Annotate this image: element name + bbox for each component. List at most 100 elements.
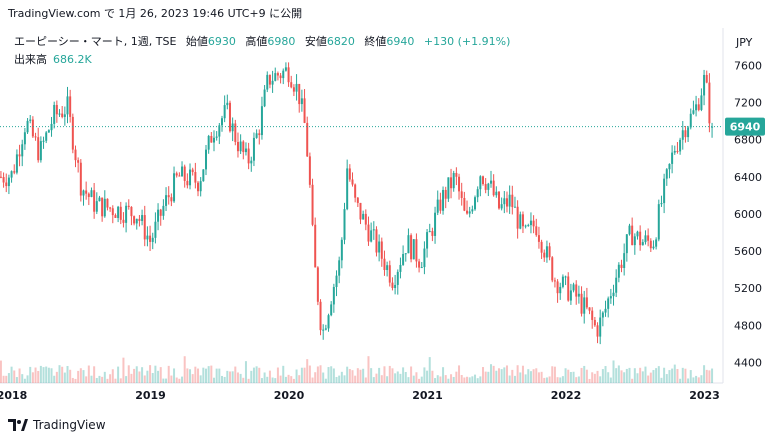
candle-body — [130, 206, 133, 217]
candle-body — [532, 220, 535, 227]
volume-bar — [543, 377, 546, 383]
low-value: 6820 — [326, 35, 355, 48]
volume-bar — [18, 368, 21, 383]
candle-body — [127, 205, 130, 207]
volume-bar — [447, 378, 450, 383]
symbol-label[interactable]: エーピーシー・マート, 1週, TSE — [14, 35, 177, 48]
candle-body — [212, 137, 215, 143]
volume-bar — [378, 367, 381, 383]
candle-body — [623, 253, 626, 268]
volume-bar — [146, 370, 149, 383]
candle-body — [367, 224, 370, 242]
volume-bar — [143, 375, 146, 383]
candle-body — [620, 264, 623, 268]
volume-bar — [415, 372, 418, 383]
volume-bar — [671, 368, 674, 383]
volume-bar — [127, 365, 130, 383]
volume-bar — [567, 369, 570, 383]
volume-bar — [13, 370, 16, 383]
volume-bar — [252, 367, 255, 383]
volume-bar — [351, 370, 354, 383]
candle-body — [625, 234, 628, 254]
candle-body — [529, 220, 532, 226]
candle-body — [98, 197, 101, 202]
candle-body — [263, 89, 266, 107]
volume-bar — [695, 375, 698, 383]
candle-body — [471, 209, 474, 212]
candle-body — [439, 199, 442, 211]
candle-body — [476, 189, 479, 198]
candle-body — [391, 282, 394, 288]
candle-body — [143, 215, 146, 240]
volume-bar — [513, 375, 516, 383]
candle-body — [335, 275, 338, 287]
candle-body — [436, 199, 439, 213]
volume-bar — [711, 368, 714, 383]
candle-body — [711, 126, 714, 128]
volume-bar — [545, 377, 548, 383]
candle-body — [386, 265, 389, 270]
candle-body — [649, 240, 652, 249]
volume-bar — [151, 373, 154, 383]
volume-bar — [268, 370, 271, 383]
candle-body — [15, 154, 18, 173]
volume-bar — [239, 373, 242, 383]
candle-body — [364, 213, 367, 225]
volume-bar — [612, 360, 615, 383]
volume-bar — [623, 372, 626, 383]
volume-bar — [700, 375, 703, 383]
candle-body — [346, 168, 349, 210]
volume-bar — [45, 366, 48, 383]
volume-bar — [588, 378, 591, 383]
volume-bar — [652, 370, 655, 383]
volume-bar — [399, 373, 402, 383]
x-tick-label: 2021 — [412, 389, 443, 402]
candle-body — [2, 177, 5, 183]
candle-body — [149, 235, 152, 242]
volume-bar — [386, 376, 389, 383]
volume-bar — [609, 377, 612, 383]
candle-body — [657, 204, 660, 240]
candle-body — [23, 132, 26, 145]
candle-body — [194, 172, 197, 183]
volume-bar — [617, 365, 620, 383]
volume-bar — [7, 373, 10, 383]
volume-bar — [218, 368, 221, 383]
volume-bar — [487, 371, 490, 383]
volume-bar — [484, 371, 487, 383]
volume-bar — [316, 366, 319, 383]
candle-body — [617, 264, 620, 278]
candle-body — [319, 301, 322, 331]
candle-body — [202, 169, 205, 182]
candle-body — [378, 241, 381, 253]
volume-bar — [458, 365, 461, 383]
volume-bar — [676, 368, 679, 383]
candle-body — [628, 225, 631, 235]
candle-body — [535, 226, 538, 236]
volume-bar — [354, 375, 357, 383]
candle-body — [444, 189, 447, 199]
candle-body — [697, 104, 700, 110]
candle-body — [276, 73, 279, 76]
volume-bar — [205, 368, 208, 383]
candle-body — [330, 304, 333, 316]
volume-bar — [583, 365, 586, 383]
volume-bar — [87, 365, 90, 383]
candle-body — [359, 202, 362, 220]
volume-bar — [380, 375, 383, 383]
candle-body — [90, 190, 93, 197]
volume-bar — [298, 375, 301, 383]
candle-body — [244, 148, 247, 153]
candle-body — [434, 212, 437, 236]
candle-body — [18, 154, 21, 157]
candle-body — [692, 110, 695, 114]
volume-bar — [585, 369, 588, 383]
y-tick-label: 7600 — [734, 59, 762, 72]
y-tick-label: 4400 — [734, 357, 762, 370]
candle-body — [519, 214, 522, 229]
volume-bar — [215, 368, 218, 383]
candle-body — [474, 197, 477, 210]
volume-bar — [359, 369, 362, 383]
volume-bar — [620, 370, 623, 383]
